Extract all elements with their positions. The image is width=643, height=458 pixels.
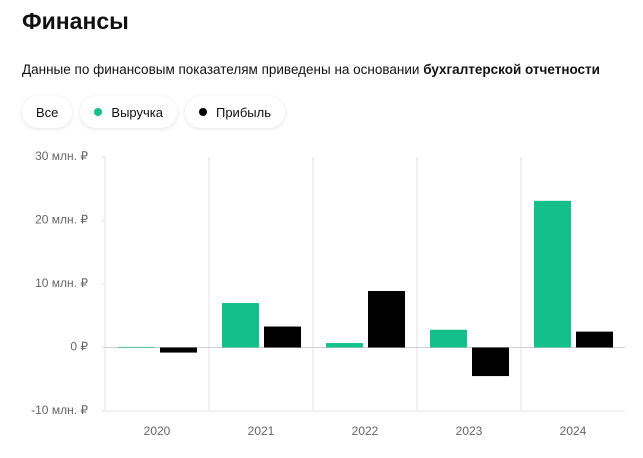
y-tick-label: 0 ₽ (70, 340, 88, 354)
subtitle: Данные по финансовым показателям приведе… (22, 62, 600, 77)
y-tick-label: 30 млн. ₽ (35, 149, 88, 163)
report-link[interactable]: бухгалтерской отчетности (423, 62, 600, 77)
x-tick-label: 2021 (248, 424, 275, 438)
legend-dot (94, 108, 103, 116)
y-tick-label: 10 млн. ₽ (35, 276, 88, 290)
page-title: Финансы (22, 8, 129, 34)
x-tick-label: 2023 (456, 424, 483, 438)
filter-all[interactable]: Все (22, 96, 73, 128)
bar (160, 347, 197, 353)
x-tick-label: 2022 (352, 424, 379, 438)
bar (326, 343, 363, 348)
bar (118, 346, 155, 348)
x-tick-label: 2020 (144, 424, 171, 438)
filter-chips: Все Выручка Прибыль (22, 96, 285, 128)
bar (264, 326, 301, 348)
legend-label: Выручка (111, 104, 163, 120)
bar (222, 303, 259, 348)
legend-chip[interactable]: Выручка (80, 96, 177, 128)
legend-chip[interactable]: Прибыль (184, 96, 285, 128)
bar (430, 329, 467, 348)
legend-label: Прибыль (215, 104, 271, 120)
legend-dot (198, 108, 207, 116)
y-tick-label: 20 млн. ₽ (35, 213, 88, 227)
y-tick-label: -10 млн. ₽ (31, 403, 88, 417)
bar (534, 200, 571, 348)
subtitle-text: Данные по финансовым показателям приведе… (22, 62, 420, 77)
bar (368, 290, 405, 348)
bar (472, 347, 509, 377)
x-tick-label: 2024 (560, 424, 587, 438)
bar (576, 331, 613, 348)
